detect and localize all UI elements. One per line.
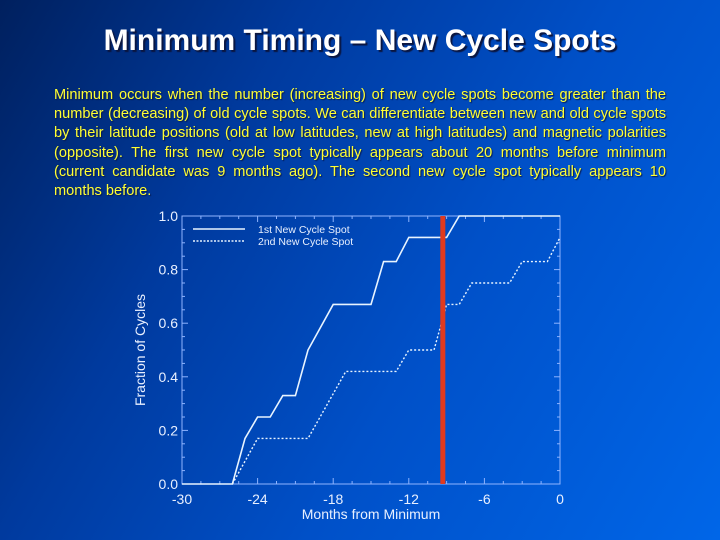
x-tick-label: -30 <box>172 491 192 507</box>
y-tick-label: 0.4 <box>159 369 179 385</box>
y-tick-label: 0.8 <box>159 262 179 278</box>
x-tick-label: -12 <box>399 491 419 507</box>
chart-series <box>182 215 561 485</box>
y-axis-title: Fraction of Cycles <box>132 294 148 406</box>
legend-label: 1st New Cycle Spot <box>258 224 350 236</box>
y-tick-label: 0.2 <box>159 422 179 438</box>
plot-frame <box>181 215 561 485</box>
y-tick-label: 1.0 <box>159 208 179 224</box>
slide-description: Minimum occurs when the number (increasi… <box>54 87 666 200</box>
series-2nd-new-cycle-spot <box>231 237 561 485</box>
y-tick-label: 0.6 <box>159 315 179 331</box>
y-tick-label: 0.0 <box>159 476 179 492</box>
legend-label: 2nd New Cycle Spot <box>258 236 353 248</box>
chart-axes: -30 -24 -18 -12 -6 0 0.0 0.2 0.4 0.6 0.8 1.0 <box>159 208 565 507</box>
x-axis-title: Months from Minimum <box>302 506 440 522</box>
x-tick-label: -18 <box>323 491 343 507</box>
series-1st-new-cycle-spot <box>182 215 560 485</box>
x-tick-label: -24 <box>247 491 267 507</box>
x-tick-label: -6 <box>478 491 491 507</box>
x-tick-label: 0 <box>556 491 564 507</box>
slide-title: Minimum Timing – New Cycle Spots <box>103 24 617 57</box>
